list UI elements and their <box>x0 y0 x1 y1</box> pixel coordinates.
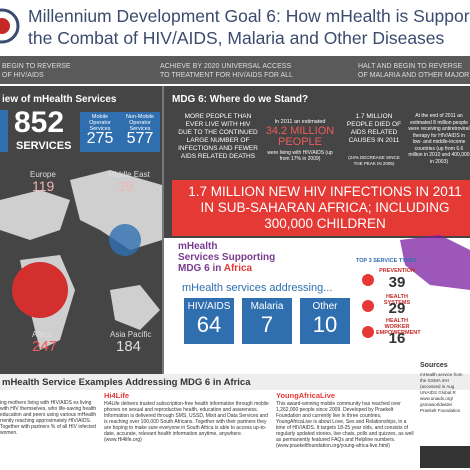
service-name: HEALTH WORKER EMPOWERMENT <box>376 318 421 336</box>
line: Africa <box>223 263 253 274</box>
africa-title: mHealth Services Supporting MDG 6 in Afric… <box>178 241 275 274</box>
operator-box <box>80 112 160 152</box>
stat: At the end of 2011 an estimated 8 millio… <box>408 113 470 165</box>
service-value: 39 <box>388 274 406 291</box>
area-box: Other 10 <box>300 298 350 344</box>
area-name: Other <box>312 301 338 312</box>
mobile-value: 275 <box>86 130 114 147</box>
stat: In 2011 an estimated <box>274 119 326 125</box>
stat: (24% DECREASE SINCE THE PEAK IN 2005) <box>348 155 400 166</box>
section-title: MDG 6: Where do we Stand? <box>172 94 309 105</box>
service-icons <box>362 274 374 338</box>
divider <box>162 86 164 374</box>
banner: 1.7 MILLION NEW HIV INFECTIONS IN 2011 I… <box>188 184 462 231</box>
accent <box>0 110 8 152</box>
total-label: SERVICES <box>16 140 72 152</box>
service-value: 16 <box>388 330 406 347</box>
example-title: YoungAfricaLive <box>276 391 336 400</box>
area-name: Malaria <box>250 301 284 312</box>
non-mobile-label: Non-Mobile Operator Services <box>125 114 155 132</box>
region-value: 247 <box>32 338 58 355</box>
africa-map <box>400 235 470 290</box>
stat: 34.2 MILLION PEOPLE <box>265 125 335 148</box>
logo <box>0 8 20 44</box>
title-line: the Combat of HIV/AIDS, Malaria and Othe… <box>28 28 445 48</box>
examples-title: mHealth Service Examples Addressing MDG … <box>2 377 251 388</box>
area-value: 7 <box>260 312 274 337</box>
top-title: TOP 3 SERVICE TYPES <box>356 258 417 264</box>
region-name: Europe <box>30 170 56 179</box>
stat: MORE PEOPLE THAN EVER LIVE WITH HIV DUE … <box>178 113 258 160</box>
mobile-label: Mobile Operator Services <box>89 114 111 132</box>
example-text: ing mothers living with HIV/AIDS es livi… <box>0 400 97 436</box>
banner-bg <box>172 180 470 236</box>
service-name: PREVENTION <box>379 268 415 274</box>
line: MDG 6 in <box>178 263 224 274</box>
region-name: Africa <box>32 330 53 339</box>
region-value: 119 <box>32 178 55 194</box>
stat: were living with HIV/AIDS (up from 17% i… <box>267 150 333 162</box>
sources: mHealth service from the GSMA mH (access… <box>420 372 463 413</box>
target: ACHIEVE BY 2020 UNIVERSAL ACCESS TO TREA… <box>160 63 293 79</box>
stat: 1.7 MILLION PEOPLE DIED OF AIDS RELATED … <box>346 113 402 144</box>
example-title: Hi4Life <box>104 391 130 400</box>
area-box: HIV/AIDS 64 <box>184 298 234 344</box>
area-name: HIV/AIDS <box>187 301 231 312</box>
sources-title: Sources <box>420 362 448 369</box>
area-value: 10 <box>312 312 338 337</box>
example-text: This award-winning mobile community has … <box>276 401 414 449</box>
addressing: mHealth services addressing... <box>182 282 333 294</box>
example-text: Hi4Life delivers trusted subscription-fr… <box>104 401 269 443</box>
line: Services Supporting <box>178 252 276 263</box>
world-map <box>0 170 162 350</box>
region-name: Asia Pacific <box>110 330 152 339</box>
area-box: Malaria 7 <box>242 298 292 344</box>
section-title: iew of mHealth Services <box>2 94 117 105</box>
non-mobile-value: 577 <box>126 130 154 147</box>
region-value: 184 <box>116 338 142 355</box>
footer-logo <box>420 446 470 468</box>
area-value: 64 <box>196 312 222 337</box>
examples-band <box>0 374 470 390</box>
service-value: 29 <box>388 300 406 317</box>
total: 852 <box>14 106 65 139</box>
region-value: 39 <box>118 178 134 194</box>
target: BEGIN TO REVERSE OF HIV/AIDS <box>2 63 71 79</box>
service-name: HEALTH SYSTEMS <box>383 294 411 306</box>
target: HALT AND BEGIN TO REVERSE OF MALARIA AND… <box>358 63 470 79</box>
line: mHealth <box>178 241 218 252</box>
targets-band <box>0 56 470 84</box>
title-line: Millennium Development Goal 6: How mHeal… <box>28 6 470 26</box>
region-name: Middle East <box>108 170 150 179</box>
